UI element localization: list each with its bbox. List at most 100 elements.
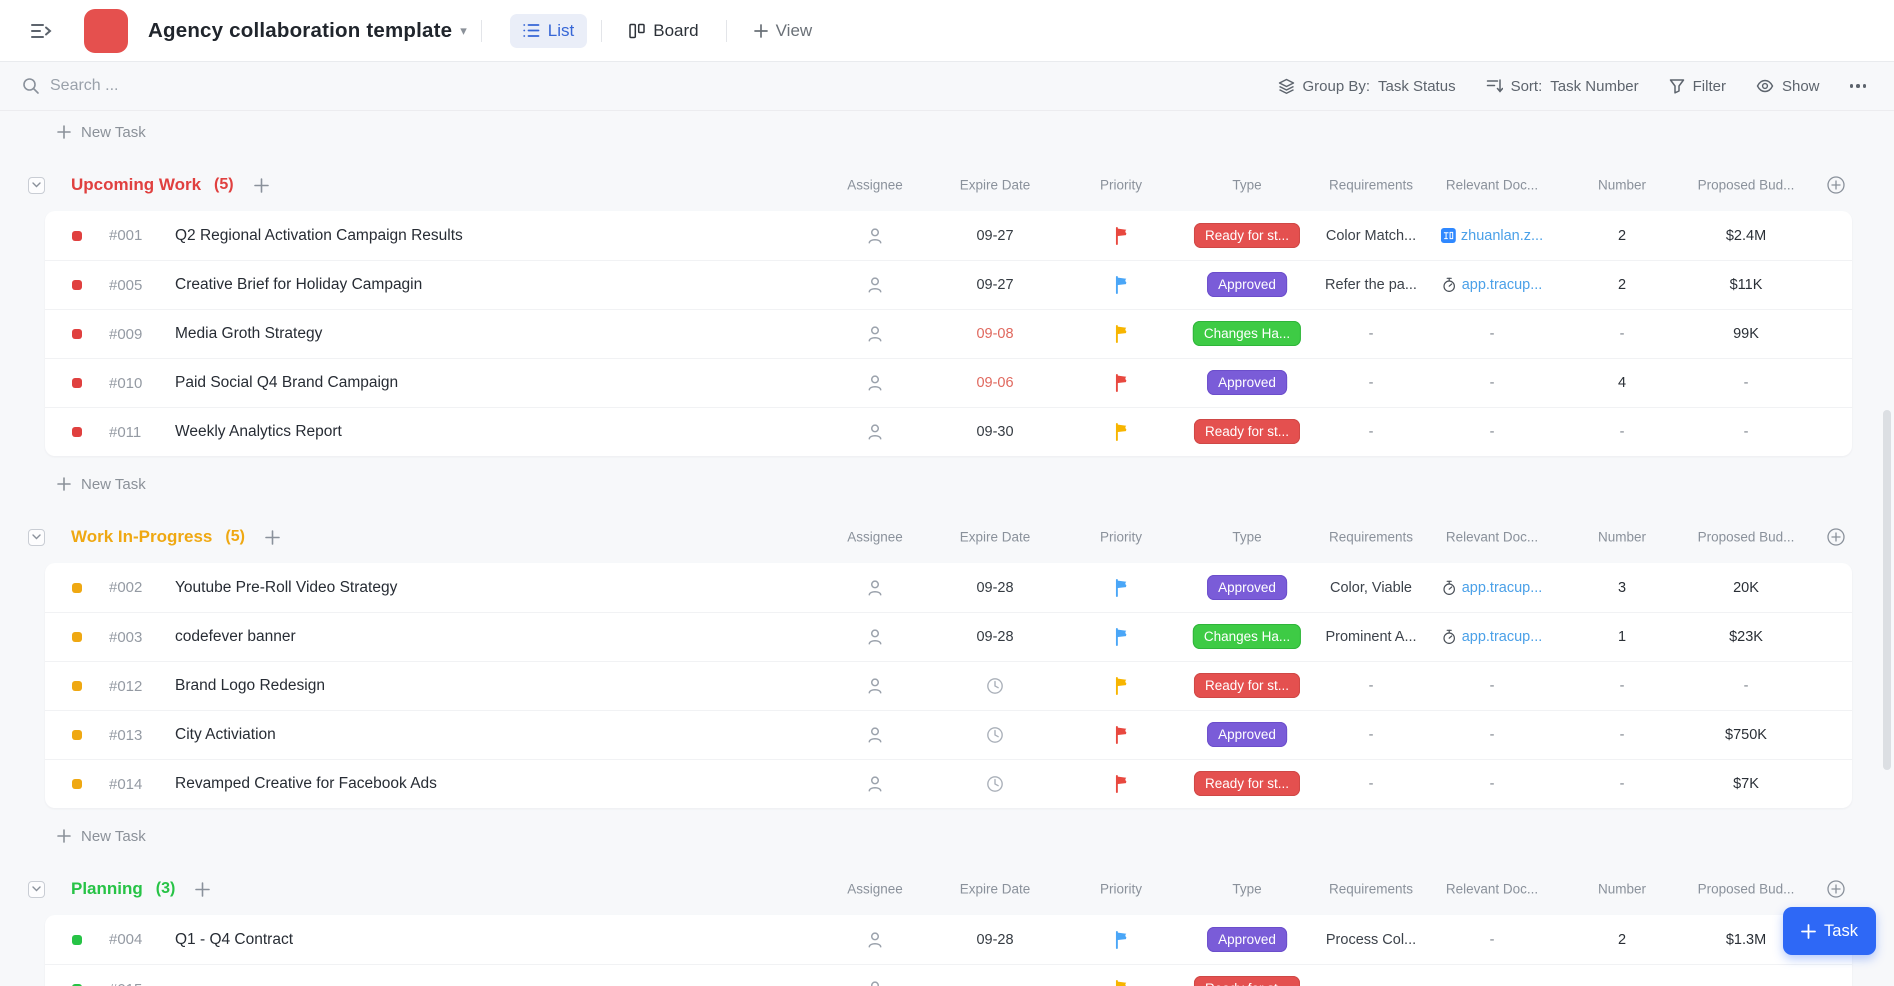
type-badge[interactable]: Changes Ha... bbox=[1192, 321, 1302, 346]
assignee-icon[interactable] bbox=[866, 628, 885, 647]
priority-flag-icon[interactable] bbox=[1114, 628, 1129, 647]
budget-value[interactable]: 99K bbox=[1733, 326, 1759, 342]
relevant-doc-empty[interactable]: - bbox=[1489, 727, 1495, 743]
requirements-text[interactable]: Refer the pa... bbox=[1325, 277, 1417, 293]
task-status-bullet[interactable] bbox=[72, 378, 82, 388]
collapse-group-icon[interactable] bbox=[28, 880, 45, 898]
task-title[interactable]: Revamped Creative for Facebook Ads bbox=[175, 775, 437, 792]
type-badge[interactable]: Ready for st... bbox=[1193, 419, 1301, 444]
expire-date[interactable]: 09-28 bbox=[976, 629, 1014, 645]
new-task-button[interactable]: New Task bbox=[0, 111, 1894, 153]
requirements-empty[interactable]: - bbox=[1368, 375, 1374, 391]
budget-empty[interactable]: - bbox=[1743, 424, 1749, 440]
requirements-empty[interactable]: - bbox=[1368, 727, 1374, 743]
number-empty[interactable]: - bbox=[1619, 678, 1625, 694]
task-title[interactable]: Brand Logo Redesign bbox=[175, 677, 325, 694]
assignee-icon[interactable] bbox=[866, 325, 885, 344]
task-row[interactable]: #009 Media Groth Strategy 09-08 Changes Ha.… bbox=[45, 309, 1852, 358]
priority-flag-icon[interactable] bbox=[1114, 374, 1129, 393]
sidebar-toggle-icon[interactable] bbox=[26, 16, 56, 46]
expire-date[interactable]: 09-28 bbox=[976, 579, 1014, 596]
priority-flag-icon[interactable] bbox=[1114, 930, 1129, 949]
relevant-doc-link[interactable]: app.tracup... bbox=[1442, 277, 1542, 293]
task-row[interactable]: #002 Youtube Pre-Roll Video Strategy 09-28… bbox=[45, 563, 1852, 612]
add-column-icon[interactable] bbox=[1827, 880, 1846, 899]
number-value[interactable]: 4 bbox=[1617, 375, 1627, 391]
budget-empty[interactable]: - bbox=[1744, 981, 1749, 986]
collapse-group-icon[interactable] bbox=[28, 528, 45, 546]
task-row[interactable]: #012 Brand Logo Redesign Ready for st... - -… bbox=[45, 661, 1852, 710]
task-row[interactable]: #003 codefever banner 09-28 Changes Ha... Pr… bbox=[45, 612, 1852, 661]
task-status-bullet[interactable] bbox=[72, 582, 82, 593]
type-badge[interactable]: Ready for st... bbox=[1193, 771, 1301, 796]
task-status-bullet[interactable] bbox=[72, 280, 82, 290]
priority-flag-icon[interactable] bbox=[1114, 226, 1129, 245]
add-task-to-group-icon[interactable] bbox=[265, 529, 280, 545]
new-task-button[interactable]: New Task bbox=[0, 463, 1894, 505]
task-status-bullet[interactable] bbox=[72, 681, 82, 691]
budget-value[interactable]: 20K bbox=[1733, 579, 1759, 596]
requirements-empty[interactable]: - bbox=[1369, 981, 1374, 986]
type-badge[interactable]: Ready for st... bbox=[1193, 222, 1301, 248]
relevant-doc-empty[interactable]: - bbox=[1490, 981, 1495, 986]
expire-date[interactable]: 09-30 bbox=[976, 424, 1014, 440]
assignee-icon[interactable] bbox=[866, 374, 885, 393]
show-button[interactable]: Show bbox=[1756, 78, 1820, 95]
sort-button[interactable]: Sort: Task Number bbox=[1486, 78, 1639, 95]
expire-clock-icon[interactable] bbox=[986, 677, 1005, 696]
task-title[interactable]: Media Groth Strategy bbox=[175, 325, 323, 342]
search-input[interactable] bbox=[50, 77, 470, 95]
priority-flag-icon[interactable] bbox=[1114, 726, 1129, 745]
search-box[interactable] bbox=[22, 77, 1248, 95]
task-row[interactable]: #011 Weekly Analytics Report 09-30 Ready fo… bbox=[45, 407, 1852, 456]
task-title[interactable]: City Activiation bbox=[175, 726, 276, 743]
task-row[interactable]: #014 Revamped Creative for Facebook Ads Re… bbox=[45, 759, 1852, 808]
task-status-bullet[interactable] bbox=[72, 427, 82, 437]
task-row[interactable]: #015 Ready for st... - - - - bbox=[45, 964, 1852, 986]
vertical-scrollbar[interactable] bbox=[1882, 112, 1892, 986]
add-task-to-group-icon[interactable] bbox=[195, 881, 211, 897]
number-value[interactable]: 3 bbox=[1617, 579, 1627, 596]
expire-date[interactable]: 09-27 bbox=[976, 277, 1014, 293]
relevant-doc-empty[interactable]: - bbox=[1489, 326, 1495, 342]
task-row[interactable]: #001 Q2 Regional Activation Campaign Resu… bbox=[45, 211, 1852, 260]
number-value[interactable]: 1 bbox=[1617, 629, 1627, 645]
number-empty[interactable]: - bbox=[1619, 326, 1625, 342]
number-value[interactable]: 2 bbox=[1617, 277, 1627, 293]
requirements-text[interactable]: Prominent A... bbox=[1325, 629, 1417, 645]
priority-flag-icon[interactable] bbox=[1114, 423, 1129, 442]
new-task-button[interactable]: New Task bbox=[0, 815, 1894, 857]
expire-date[interactable]: 09-28 bbox=[976, 931, 1014, 948]
tab-add-view[interactable]: View bbox=[741, 14, 826, 48]
type-badge[interactable]: Changes Ha... bbox=[1192, 624, 1302, 649]
relevant-doc-empty[interactable]: - bbox=[1489, 931, 1495, 948]
assignee-icon[interactable] bbox=[866, 980, 885, 986]
add-task-floating-button[interactable]: Task bbox=[1783, 907, 1876, 955]
task-row[interactable]: #005 Creative Brief for Holiday Campagin 0… bbox=[45, 260, 1852, 309]
type-badge[interactable]: Ready for st... bbox=[1193, 673, 1301, 698]
assignee-icon[interactable] bbox=[866, 775, 885, 794]
assignee-icon[interactable] bbox=[866, 677, 885, 696]
expire-date[interactable]: 09-27 bbox=[976, 227, 1014, 244]
expire-date[interactable]: 09-06 bbox=[976, 375, 1014, 391]
budget-value[interactable]: $750K bbox=[1725, 727, 1767, 743]
type-badge[interactable]: Approved bbox=[1207, 926, 1287, 952]
add-task-to-group-icon[interactable] bbox=[253, 177, 269, 193]
task-title[interactable]: Q1 - Q4 Contract bbox=[175, 930, 294, 948]
assignee-icon[interactable] bbox=[866, 726, 885, 745]
relevant-doc-empty[interactable]: - bbox=[1489, 776, 1495, 792]
assignee-icon[interactable] bbox=[866, 930, 885, 949]
filter-button[interactable]: Filter bbox=[1669, 78, 1726, 95]
task-title[interactable]: Youtube Pre-Roll Video Strategy bbox=[175, 578, 398, 596]
priority-flag-icon[interactable] bbox=[1114, 677, 1129, 696]
type-badge[interactable]: Approved bbox=[1207, 272, 1287, 297]
priority-flag-icon[interactable] bbox=[1114, 325, 1129, 344]
budget-value[interactable]: $11K bbox=[1729, 277, 1763, 293]
expire-clock-icon[interactable] bbox=[986, 726, 1005, 745]
add-column-icon[interactable] bbox=[1827, 176, 1846, 195]
requirements-text[interactable]: Color, Viable bbox=[1330, 579, 1412, 596]
number-empty[interactable]: - bbox=[1619, 727, 1625, 743]
number-value[interactable]: 2 bbox=[1617, 227, 1627, 244]
relevant-doc-link[interactable]: app.tracup... bbox=[1442, 580, 1542, 596]
scrollbar-thumb[interactable] bbox=[1883, 410, 1891, 770]
